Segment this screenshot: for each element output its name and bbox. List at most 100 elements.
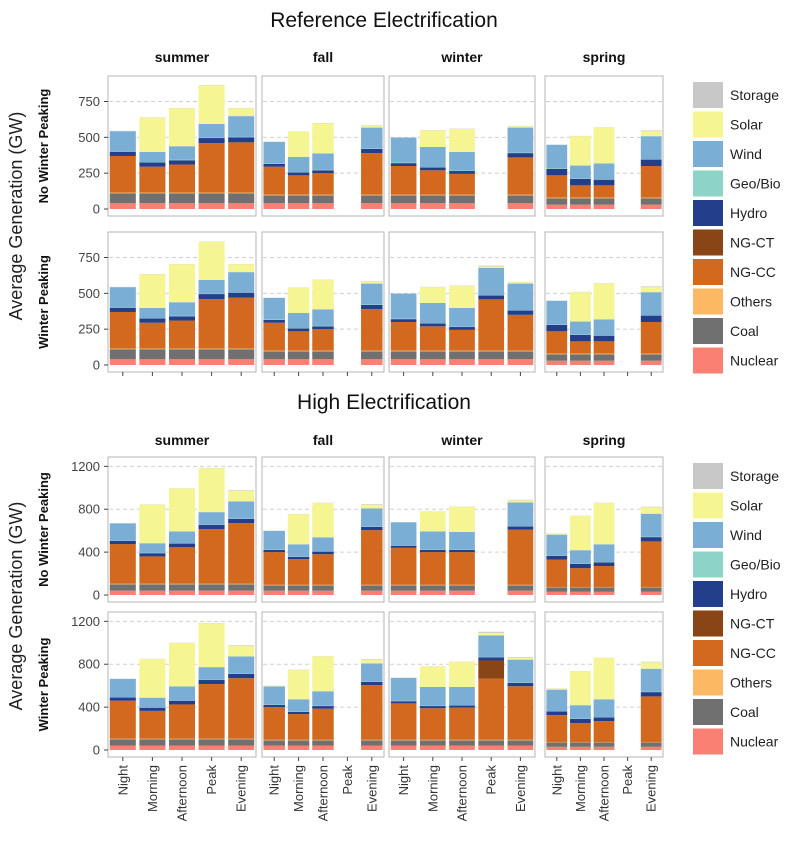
bar-segment-solar <box>312 503 333 537</box>
legend-item-storage: Storage <box>693 82 779 108</box>
bar-segment-others <box>420 351 446 352</box>
bar-segment-ng-cc <box>139 556 165 583</box>
bar-segment-wind <box>641 669 662 692</box>
bar-segment-ng-cc <box>570 723 591 742</box>
bar-segment-ng-cc <box>288 331 309 350</box>
facet-header-summer: summer <box>155 49 210 65</box>
bar-segment-ng-cc <box>199 529 225 584</box>
legend-item-ng-ct: NG-CT <box>693 611 775 637</box>
bar-segment-wind <box>361 663 382 681</box>
bar-segment-nuclear <box>263 359 284 365</box>
bar-morning <box>570 671 591 750</box>
bar-segment-coal <box>420 195 446 203</box>
bar-segment-nuclear <box>312 591 333 595</box>
bar-segment-others <box>641 198 662 199</box>
panel-winter-peaking-winter <box>389 232 535 376</box>
bar-segment-coal <box>594 354 615 360</box>
bar-segment-ng-cc <box>420 708 446 740</box>
bar-segment-hydro <box>312 552 333 555</box>
legend-item-others: Others <box>693 289 772 315</box>
bar-segment-hydro <box>199 138 225 143</box>
bar-segment-nuclear <box>361 203 382 209</box>
bar-segment-ng-cc <box>139 323 165 349</box>
bar-morning <box>420 666 446 750</box>
bar-segment-hydro <box>263 164 284 167</box>
bar-segment-ng-cc <box>594 566 615 587</box>
bar-segment-solar <box>478 266 504 267</box>
legend-item-hydro: Hydro <box>693 581 768 607</box>
bar-segment-ng-cc <box>228 678 254 739</box>
bar-segment-ng-cc <box>420 326 446 350</box>
legend-item-solar: Solar <box>693 112 763 138</box>
bar-segment-coal <box>288 585 309 590</box>
bar-segment-nuclear <box>508 203 534 209</box>
bar-segment-coal <box>139 349 165 359</box>
bar-segment-nuclear <box>110 359 136 365</box>
bar-segment-ng-cc <box>594 341 615 353</box>
bar-segment-solar <box>312 280 333 309</box>
bar-segment-ng-cc <box>391 322 417 351</box>
bar-segment-others <box>169 739 195 740</box>
bar-segment-wind <box>420 147 446 167</box>
legend-item-coal: Coal <box>693 318 759 344</box>
bar-segment-wind <box>312 691 333 705</box>
bar-segment-wind <box>139 152 165 162</box>
bar-segment-coal <box>361 195 382 203</box>
bar-morning <box>570 292 591 365</box>
bar-segment-ng-cc <box>594 185 615 197</box>
bar-segment-others <box>361 195 382 196</box>
bar-segment-nuclear <box>570 747 591 750</box>
y-tick-label: 800 <box>78 657 100 672</box>
bar-segment-nuclear <box>288 203 309 209</box>
bar-segment-nuclear <box>508 591 534 595</box>
panel-no-winter-peaking-fall <box>262 457 384 602</box>
bar-segment-hydro <box>508 526 534 529</box>
legend-item-solar: Solar <box>693 493 763 519</box>
bar-segment-nuclear <box>420 203 446 209</box>
bar-segment-coal <box>508 351 534 359</box>
bar-segment-nuclear <box>449 591 475 595</box>
panel-no-winter-peaking-fall <box>262 76 384 216</box>
bar-segment-solar <box>361 125 382 127</box>
bar-night <box>391 137 417 209</box>
bar-segment-storage <box>228 490 254 491</box>
legend-item-nuclear: Nuclear <box>693 729 779 755</box>
bar-segment-nuclear <box>139 591 165 595</box>
bar-segment-solar <box>570 292 591 321</box>
legend-label: NG-CC <box>730 645 776 661</box>
bar-segment-solar <box>288 132 309 157</box>
bar-segment-others <box>169 584 195 585</box>
x-tick-label-night: Night <box>396 765 411 796</box>
bar-segment-solar <box>228 108 254 116</box>
panel-no-winter-peaking-spring <box>545 457 663 602</box>
bar-segment-hydro <box>391 163 417 166</box>
bar-segment-wind <box>288 157 309 172</box>
bar-segment-others <box>263 195 284 196</box>
bar-segment-solar <box>641 287 662 292</box>
bar-segment-others <box>508 195 534 196</box>
bar-segment-wind <box>449 532 475 550</box>
bar-segment-nuclear <box>570 361 591 365</box>
bar-segment-solar <box>546 534 567 535</box>
bar-segment-nuclear <box>288 359 309 365</box>
bar-segment-coal <box>361 585 382 590</box>
bar-peak <box>199 85 225 209</box>
bar-segment-others <box>361 351 382 352</box>
bar-morning <box>420 287 446 365</box>
legend-item-geo-bio: Geo/Bio <box>693 552 781 578</box>
bar-night <box>110 523 136 595</box>
bar-segment-ng-cc <box>508 530 534 585</box>
bar-segment-nuclear <box>228 746 254 750</box>
legend-swatch <box>693 552 723 578</box>
bar-segment-ng-cc <box>228 523 254 584</box>
bar-segment-ng-cc <box>546 560 567 587</box>
bar-segment-coal <box>361 740 382 745</box>
bar-segment-solar <box>420 667 446 687</box>
y-tick-label: 0 <box>93 202 100 217</box>
bar-evening <box>641 507 662 595</box>
bar-evening <box>361 125 382 209</box>
bar-segment-others <box>288 740 309 741</box>
bar-segment-solar <box>641 662 662 668</box>
legend-label: Coal <box>730 323 759 339</box>
